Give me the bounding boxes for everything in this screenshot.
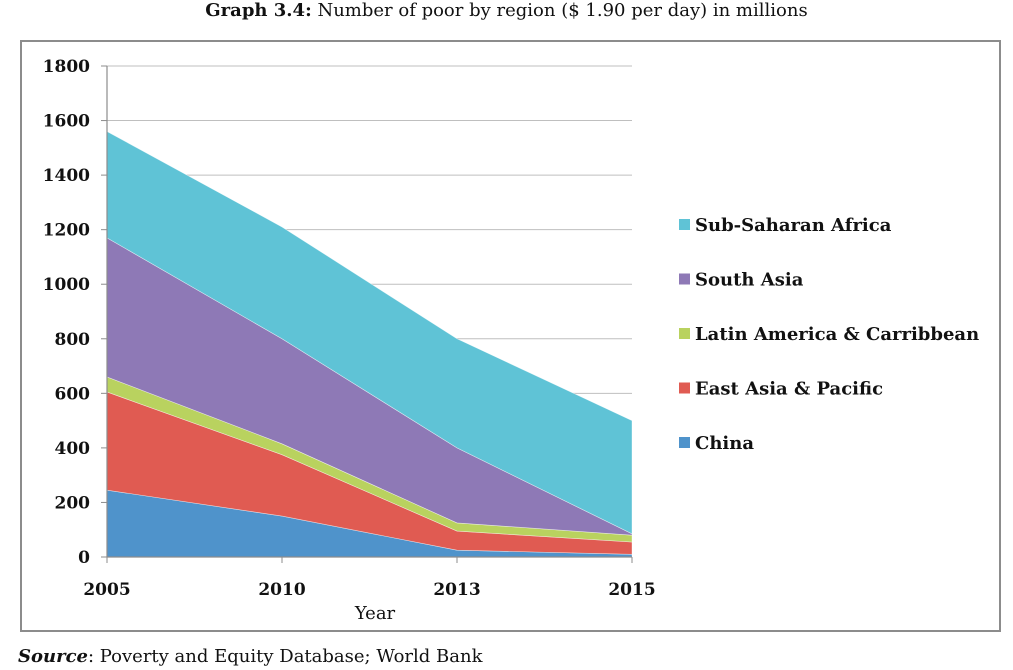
- y-tick-label: 1800: [43, 57, 90, 77]
- x-tick-label: 2013: [433, 580, 480, 600]
- y-tick-label: 400: [55, 439, 91, 459]
- chart-title: Graph 3.4: Number of poor by region ($ 1…: [0, 0, 1013, 22]
- legend-swatch: [679, 328, 690, 339]
- source-label: Source: [18, 646, 88, 667]
- y-tick-label: 1000: [43, 275, 90, 295]
- legend-label: Latin America & Carribbean: [695, 324, 979, 345]
- graph-number: Graph 3.4:: [205, 0, 312, 21]
- y-tick-label: 200: [55, 493, 91, 513]
- legend-label: East Asia & Pacific: [695, 379, 883, 400]
- y-tick-label: 1600: [43, 112, 90, 132]
- legend-label: Sub-Saharan Africa: [695, 215, 892, 236]
- x-axis-title: Year: [354, 603, 396, 624]
- y-tick-label: 1400: [43, 166, 90, 186]
- area-sub-saharan-africa: [106, 130, 633, 535]
- chart-frame: [20, 40, 1001, 632]
- source-note: Source: Poverty and Equity Database; Wor…: [18, 646, 483, 668]
- legend-swatch: [679, 437, 690, 448]
- legend-swatch: [679, 219, 690, 230]
- x-tick-label: 2015: [608, 580, 655, 600]
- source-text: : Poverty and Equity Database; World Ban…: [88, 646, 483, 667]
- chart-title-text: Number of poor by region ($ 1.90 per day…: [311, 0, 808, 21]
- y-tick-label: 1200: [43, 221, 90, 241]
- y-tick-label: 800: [55, 330, 91, 350]
- legend-label: South Asia: [695, 270, 804, 291]
- legend-swatch: [679, 273, 690, 285]
- y-tick-label: 0: [78, 548, 90, 568]
- y-tick-label: 600: [55, 384, 91, 404]
- legend-label: China: [695, 433, 754, 454]
- x-tick-label: 2010: [258, 580, 305, 600]
- x-tick-label: 2005: [83, 580, 130, 600]
- legend-swatch: [679, 382, 690, 394]
